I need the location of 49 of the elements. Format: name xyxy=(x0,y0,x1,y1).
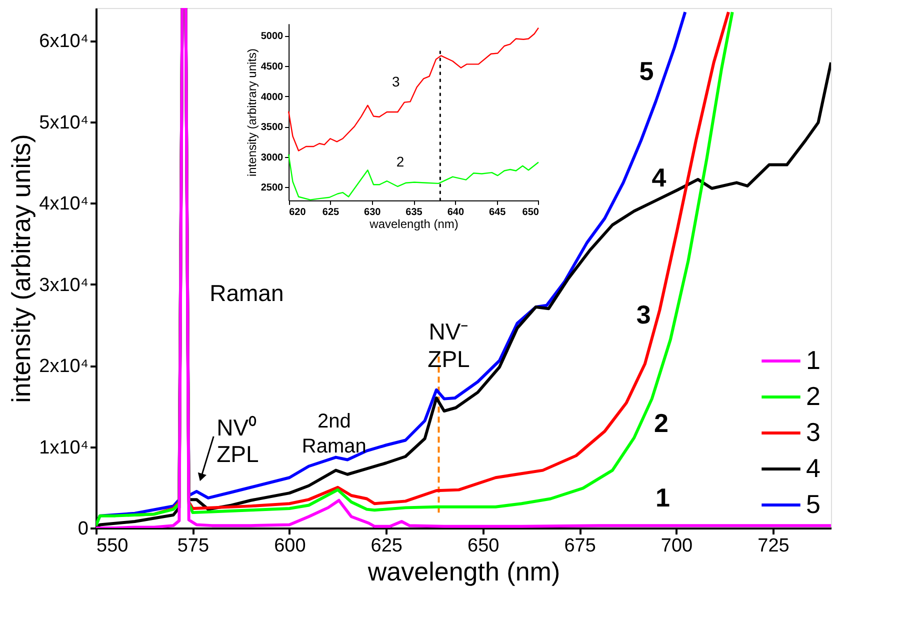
text: 3 xyxy=(636,299,651,330)
legend-label: 2 xyxy=(806,381,820,411)
x-tick-label: 630 xyxy=(364,206,382,218)
y-tick-label: 0 xyxy=(78,518,88,540)
x-tick-label: 575 xyxy=(177,536,210,556)
text: 5 xyxy=(639,56,654,86)
x-tick-label: 625 xyxy=(322,206,340,218)
x-tick-label: 625 xyxy=(370,536,402,556)
x-tick-label: 620 xyxy=(289,206,306,218)
y-tick-label: 5x10⁴ xyxy=(39,112,88,134)
text: 1 xyxy=(655,482,670,512)
x-tick-label: 600 xyxy=(274,536,306,556)
annotation: 2 xyxy=(396,153,404,170)
y-axis-title: intensity (arbitray units) xyxy=(6,134,36,403)
y-tick-label: 4x10⁴ xyxy=(39,194,88,214)
y-tick-label: 4000 xyxy=(260,92,284,103)
line-series xyxy=(288,27,540,152)
annotation: 2nd Raman xyxy=(302,410,366,458)
x-tick-label: 650 xyxy=(467,536,500,556)
x-axis-title: wavelength (nm) xyxy=(368,216,458,231)
x-tick-label: 725 xyxy=(758,536,790,556)
y-tick-label: 2500 xyxy=(260,182,284,194)
legend-label: 5 xyxy=(806,489,820,519)
y-tick-label: 3500 xyxy=(260,122,284,134)
x-tick-label: 635 xyxy=(406,206,423,218)
text: 2 xyxy=(654,408,668,438)
legend-label: 3 xyxy=(806,417,820,447)
text: 4 xyxy=(652,162,666,193)
y-tick-label: 4500 xyxy=(260,61,284,72)
annotation: 3 xyxy=(392,73,400,90)
y-tick-label: 6x10⁴ xyxy=(39,31,88,52)
y-tick-label: 2x10⁴ xyxy=(39,356,88,377)
legend-label: 1 xyxy=(806,345,820,375)
y-tick-label: 1x10⁴ xyxy=(39,437,88,458)
y-tick-label: 3x10⁴ xyxy=(39,274,88,296)
y-tick-label: 3000 xyxy=(260,152,284,164)
annotation: Raman xyxy=(210,280,284,306)
x-tick-label: 645 xyxy=(488,206,506,218)
x-axis-title: wavelength (nm) xyxy=(366,556,560,586)
x-tick-label: 550 xyxy=(96,536,128,556)
x-tick-label: 640 xyxy=(447,206,464,218)
annotation: NV⁰ ZPL xyxy=(216,414,259,467)
legend-label: 4 xyxy=(806,453,820,483)
x-tick-label: 650 xyxy=(522,206,540,218)
y-tick-label: 5000 xyxy=(260,31,284,42)
annotation: NV⁻ ZPL xyxy=(428,318,470,372)
x-tick-label: 700 xyxy=(660,536,693,556)
x-tick-label: 675 xyxy=(564,536,596,556)
y-axis-title: intensity (arbitrary units) xyxy=(244,48,259,177)
